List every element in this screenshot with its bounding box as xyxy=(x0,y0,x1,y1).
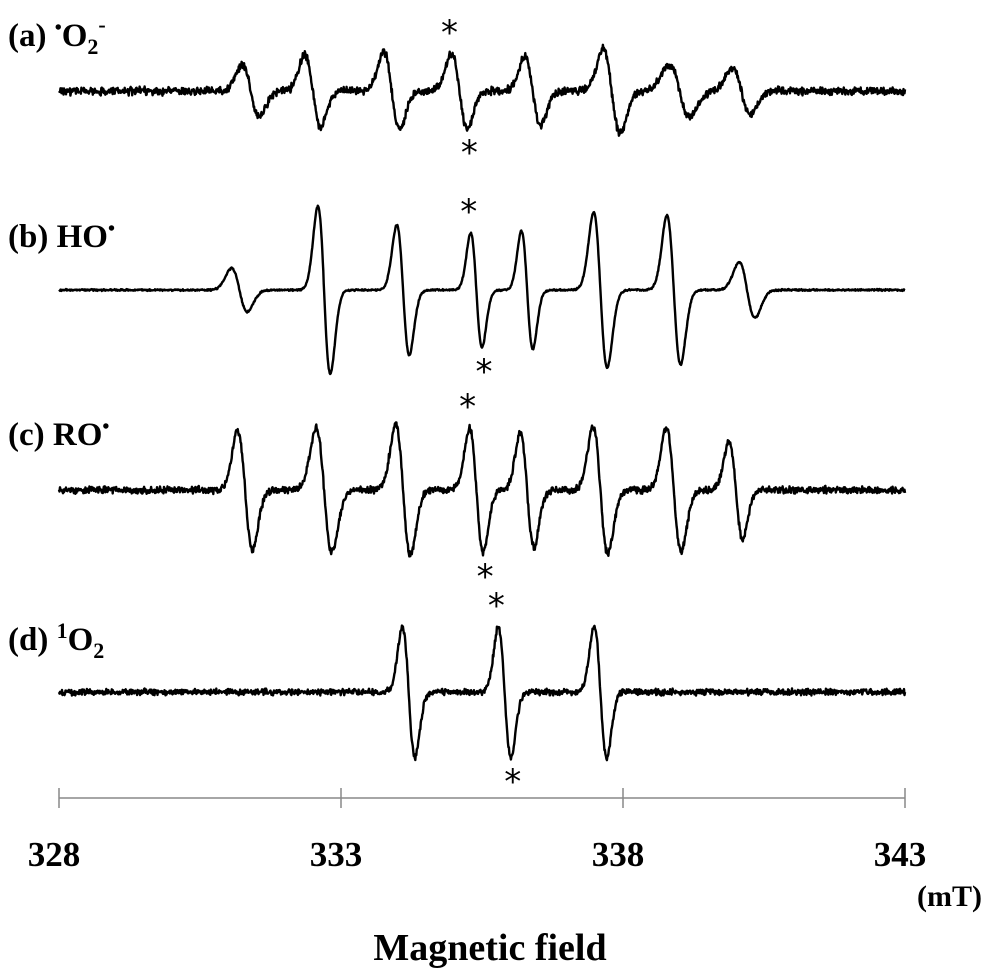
spectrum-trace-a xyxy=(58,43,907,137)
spectrum-trace-b xyxy=(58,204,906,376)
peak-marker-top-c: * xyxy=(459,387,476,427)
x-axis-title: Magnetic field xyxy=(373,927,606,969)
peak-marker-bottom-a: * xyxy=(461,133,478,173)
series-label-a: (a) •O2- xyxy=(8,12,106,59)
series-label-d: (d) 1O2 xyxy=(8,618,104,663)
x-axis: 328 333 338 343 (mT) xyxy=(28,788,982,913)
x-tick-label-338: 338 xyxy=(592,835,645,874)
spectrum-trace-d xyxy=(57,624,907,762)
peak-marker-bottom-b: * xyxy=(476,352,493,392)
spectrum-trace-c xyxy=(57,421,907,558)
series-label-c: (c) RO• xyxy=(8,416,109,453)
x-axis-unit: (mT) xyxy=(917,880,982,913)
spectra-traces xyxy=(57,43,907,762)
x-axis-ticks xyxy=(58,788,906,808)
x-axis-tick-labels: 328 333 338 343 xyxy=(28,835,927,874)
series-label-b: (b) HO• xyxy=(8,218,115,255)
series-labels: (a) •O2- (b) HO• (c) RO• (d) 1O2 xyxy=(8,12,115,663)
peak-marker-top-d: * xyxy=(488,586,505,626)
peak-marker-top-a: * xyxy=(441,13,458,53)
x-tick-label-328: 328 xyxy=(28,835,81,874)
x-tick-label-343: 343 xyxy=(874,835,927,874)
peak-markers: ******** xyxy=(441,13,521,802)
peak-marker-bottom-c: * xyxy=(477,557,494,597)
peak-marker-bottom-d: * xyxy=(504,762,521,802)
x-tick-label-333: 333 xyxy=(310,835,363,874)
peak-marker-top-b: * xyxy=(460,192,477,232)
